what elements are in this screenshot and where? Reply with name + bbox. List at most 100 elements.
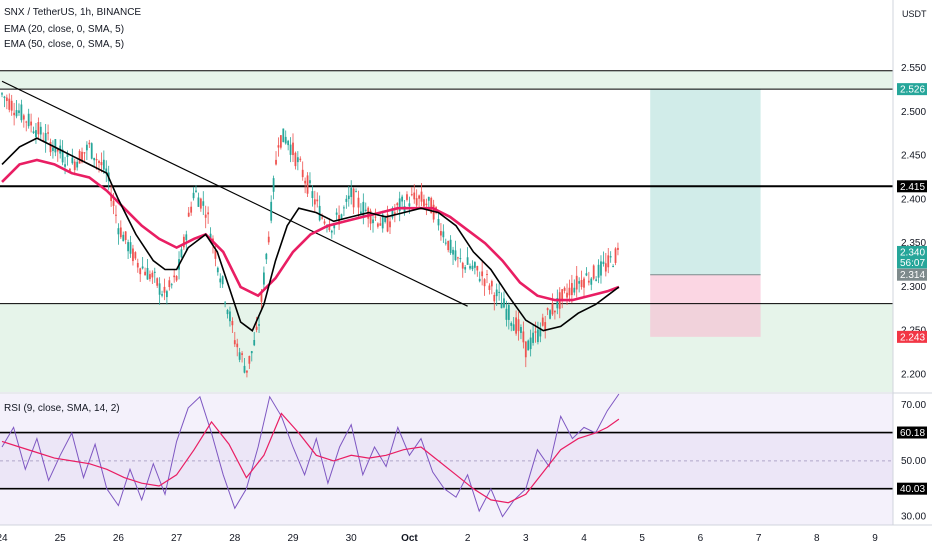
candle-body	[340, 214, 343, 219]
candle-body	[328, 225, 331, 231]
candle-body	[500, 302, 503, 309]
candle-body	[39, 126, 42, 135]
rsi-tag	[897, 482, 927, 495]
candle-body	[476, 266, 479, 271]
candle-body	[243, 365, 246, 373]
candle-body	[360, 211, 362, 214]
candle-body	[168, 280, 171, 288]
candle-body	[597, 264, 600, 278]
candle-body	[294, 152, 297, 167]
candle-body	[10, 100, 13, 111]
price-tag	[897, 180, 927, 193]
time-tick-label: 2	[465, 533, 471, 544]
candle-body	[253, 339, 256, 346]
candle-body	[197, 197, 200, 207]
candle-body	[566, 292, 568, 298]
candle-body	[609, 256, 612, 258]
candle-body	[129, 242, 132, 254]
candle-body	[537, 329, 539, 343]
candle-body	[182, 236, 185, 248]
candle-body	[209, 233, 212, 240]
candle-body	[47, 132, 49, 134]
candle-body	[345, 198, 348, 202]
rsi-tag-label: 40.03	[900, 484, 925, 495]
candle-body	[527, 340, 530, 351]
candle-body	[600, 261, 602, 276]
candle-body	[423, 199, 425, 207]
candle-body	[541, 317, 544, 326]
candle-body	[22, 115, 25, 120]
price-tag	[897, 256, 927, 269]
candle-body	[141, 266, 144, 269]
candle-body	[590, 278, 593, 285]
price-tick-label: 2.300	[901, 282, 926, 293]
candle-body	[277, 145, 280, 148]
candle-body	[471, 265, 474, 270]
candle-body	[316, 199, 319, 202]
candle-body	[493, 294, 496, 302]
price-tag-label: 2.243	[900, 332, 925, 343]
price-tick-label: 2.500	[901, 107, 926, 118]
candle-body	[573, 287, 576, 293]
candle-body	[289, 144, 292, 155]
rsi-tick-label: 50.00	[901, 456, 926, 467]
candle-body	[88, 142, 91, 145]
price-tick-label: 2.450	[901, 151, 926, 162]
candle-body	[73, 161, 76, 171]
candle-body	[18, 110, 20, 113]
candle-body	[459, 258, 462, 260]
price-tag-label: 2.415	[900, 182, 925, 193]
candle-body	[76, 161, 79, 168]
rsi-tick-label: 30.00	[901, 512, 926, 523]
candle-body	[25, 121, 28, 123]
candle-body	[136, 262, 139, 268]
trendline	[1, 80, 468, 307]
candle-body	[102, 159, 105, 170]
candle-body	[515, 317, 517, 334]
candle-body	[204, 214, 207, 218]
candle-body	[124, 231, 127, 240]
candle-body	[187, 212, 190, 217]
candle-body	[195, 190, 197, 192]
candle-body	[275, 159, 277, 165]
candle-body	[498, 291, 501, 293]
candle-body	[301, 169, 304, 178]
candle-body	[5, 97, 8, 101]
candle-body	[151, 272, 154, 278]
candle-body	[306, 175, 309, 194]
position-target-zone	[650, 89, 761, 275]
candle-body	[127, 242, 129, 252]
candle-body	[568, 287, 571, 296]
candle-body	[592, 265, 595, 279]
candle-body	[554, 310, 556, 313]
candle-body	[505, 308, 508, 320]
candle-body	[287, 140, 290, 146]
candle-body	[144, 271, 146, 276]
time-tick-label: 6	[698, 533, 704, 544]
candle-body	[524, 341, 527, 358]
candle-body	[503, 298, 505, 308]
candle-body	[391, 208, 394, 218]
price-tag-label: 2.526	[900, 85, 925, 96]
candle-body	[517, 319, 520, 332]
candle-body	[415, 198, 418, 206]
candle-body	[83, 152, 86, 154]
candle-body	[466, 257, 469, 265]
candle-body	[192, 192, 195, 199]
candle-body	[44, 133, 47, 143]
candle-body	[13, 112, 16, 116]
candle-body	[575, 275, 578, 290]
candle-body	[110, 194, 113, 202]
candle-body	[66, 152, 69, 157]
candle-body	[3, 96, 6, 98]
candle-body	[49, 141, 52, 153]
candle-body	[190, 206, 193, 213]
candle-body	[364, 209, 367, 211]
candle-body	[284, 136, 287, 144]
candle-body	[532, 332, 534, 343]
candle-body	[241, 353, 243, 355]
time-tick-label: 25	[55, 533, 67, 544]
candle-body	[8, 98, 11, 110]
